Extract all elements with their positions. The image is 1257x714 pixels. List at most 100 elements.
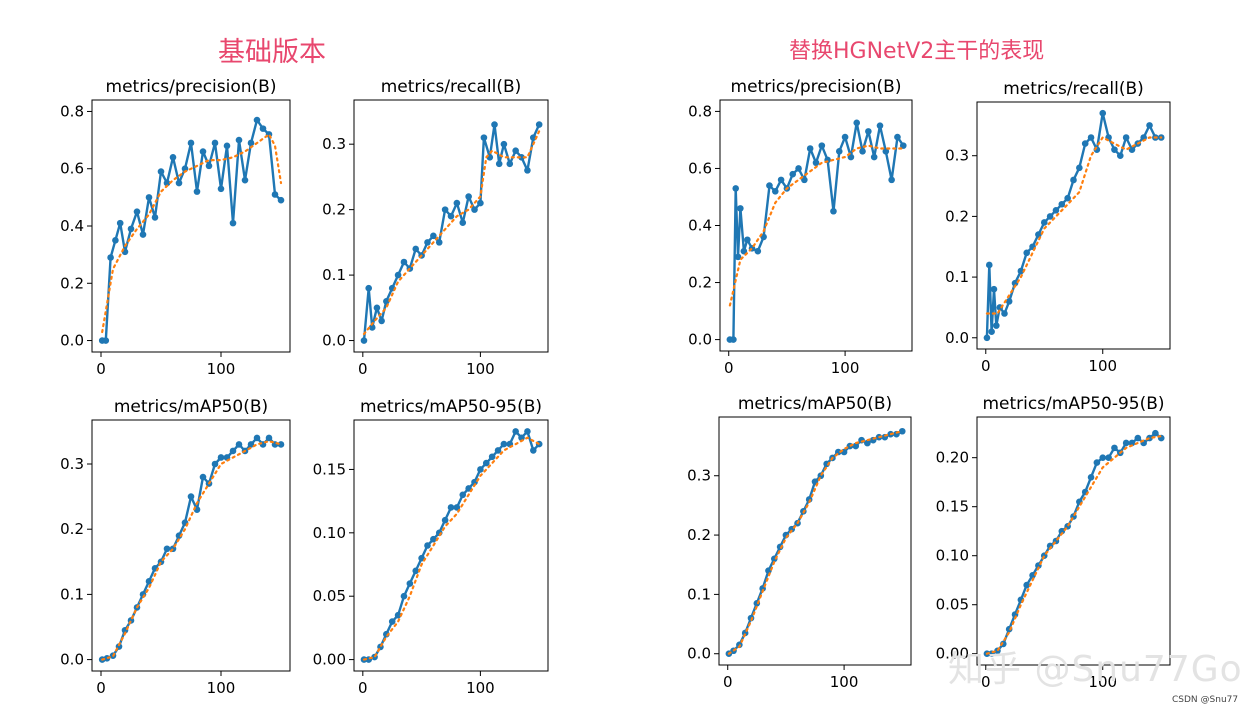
x-tick-label: 100 xyxy=(466,679,495,697)
y-tick-label: 0.2 xyxy=(60,274,84,292)
y-tick-label: 0.0 xyxy=(688,331,712,349)
x-tick-label: 100 xyxy=(466,360,495,378)
data-point xyxy=(459,491,467,499)
x-tick-label: 100 xyxy=(1088,357,1117,375)
data-point xyxy=(157,168,165,175)
x-tick-label: 100 xyxy=(1088,673,1117,691)
y-tick-label: 0.15 xyxy=(936,498,969,516)
data-point xyxy=(1099,109,1107,117)
y-tick-label: 0.3 xyxy=(60,455,84,473)
data-point xyxy=(139,231,147,238)
data-point xyxy=(789,170,797,178)
series-line-smooth xyxy=(727,430,904,655)
data-point xyxy=(199,473,207,481)
data-point xyxy=(107,254,114,261)
chart-title: metrics/mAP50(B) xyxy=(738,394,892,414)
data-point xyxy=(1122,439,1130,447)
data-point xyxy=(133,208,141,215)
data-point xyxy=(412,245,420,253)
data-point xyxy=(1152,429,1159,437)
y-tick-label: 0.0 xyxy=(322,332,346,350)
data-point xyxy=(169,153,177,161)
data-point xyxy=(412,567,420,575)
x-tick-label: 0 xyxy=(96,360,106,378)
data-point xyxy=(983,334,991,342)
data-point xyxy=(378,317,385,325)
data-point xyxy=(740,247,748,255)
data-point xyxy=(488,453,496,461)
data-point xyxy=(734,253,742,261)
x-tick-label: 100 xyxy=(207,360,236,378)
data-point xyxy=(1029,572,1036,579)
data-point xyxy=(394,611,402,619)
data-point xyxy=(1064,194,1071,202)
data-point xyxy=(1081,140,1089,147)
y-tick-label: 0.3 xyxy=(687,467,711,485)
data-point xyxy=(993,322,1000,329)
y-tick-label: 0.2 xyxy=(687,526,711,544)
data-point xyxy=(818,142,826,149)
data-point xyxy=(247,139,255,147)
plot-frame xyxy=(91,419,291,672)
data-point xyxy=(187,139,195,147)
data-point xyxy=(441,516,449,524)
x-tick-label: 0 xyxy=(724,359,734,377)
data-point xyxy=(1128,146,1136,153)
chart-title: metrics/recall(B) xyxy=(381,77,522,97)
data-point xyxy=(524,167,531,174)
data-point xyxy=(1128,439,1136,447)
data-point xyxy=(859,148,866,155)
data-point xyxy=(217,454,225,461)
data-point xyxy=(145,578,153,585)
data-point xyxy=(259,125,267,132)
data-point xyxy=(193,188,201,195)
data-point xyxy=(1070,176,1077,184)
data-point xyxy=(512,428,519,435)
data-point xyxy=(852,442,860,450)
y-tick-label: 0.2 xyxy=(322,201,346,219)
chart-title: metrics/mAP50(B) xyxy=(114,397,268,417)
y-tick-label: 0.05 xyxy=(313,587,346,605)
watermark: 知乎 @Snu77Go xyxy=(948,649,1243,690)
series-line-results xyxy=(102,118,282,342)
y-tick-label: 0.1 xyxy=(687,585,711,603)
data-point xyxy=(447,504,455,511)
data-point xyxy=(480,134,488,141)
data-point xyxy=(1023,581,1031,589)
data-point xyxy=(424,542,431,549)
data-point xyxy=(265,434,273,442)
data-point xyxy=(459,219,467,227)
y-tick-label: 0.00 xyxy=(936,645,969,663)
data-point xyxy=(888,176,895,184)
x-tick-label: 0 xyxy=(981,673,991,691)
chart-panel-2: metrics/recall(B) 0 100 0.0 0.1 0.2 0.3 xyxy=(322,77,549,378)
series-line-smooth xyxy=(101,440,283,661)
y-tick-label: 0.0 xyxy=(945,329,969,347)
data-point xyxy=(795,165,802,172)
plot-frame xyxy=(719,99,913,352)
data-point xyxy=(217,185,225,193)
chart-panel-6: metrics/recall(B) 0 100 0.0 0.1 0.2 0.3 xyxy=(945,79,1171,375)
plot-frame xyxy=(91,99,291,353)
heading-baseline: 基础版本 xyxy=(218,37,326,68)
data-point xyxy=(495,160,503,168)
data-point xyxy=(424,239,431,246)
plot-frame xyxy=(353,419,549,672)
data-point xyxy=(1116,152,1124,160)
data-point xyxy=(447,212,455,220)
data-point xyxy=(535,121,543,128)
data-point xyxy=(1017,267,1025,275)
data-point xyxy=(235,441,243,448)
y-tick-label: 0.4 xyxy=(60,217,84,235)
chart-title: metrics/precision(B) xyxy=(106,77,277,97)
y-tick-label: 0.05 xyxy=(936,596,969,614)
data-point xyxy=(368,324,376,331)
data-point xyxy=(830,207,837,215)
data-point xyxy=(223,142,231,150)
data-point xyxy=(1011,279,1019,287)
data-point xyxy=(383,297,390,305)
data-point xyxy=(864,439,871,447)
data-point xyxy=(112,237,119,244)
series-line-results xyxy=(986,432,1162,655)
